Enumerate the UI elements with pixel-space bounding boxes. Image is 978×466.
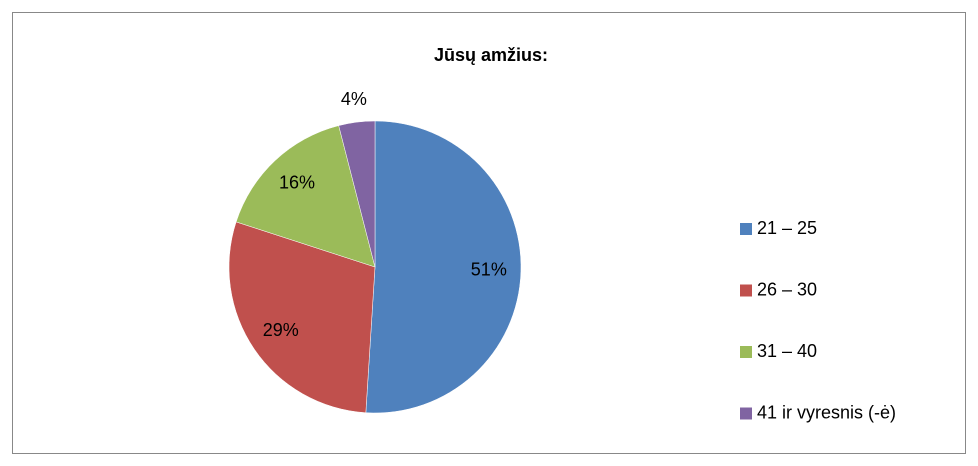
legend-label: 21 – 25 <box>757 218 817 238</box>
chart-title: Jūsų amžius: <box>434 45 548 65</box>
data-label: 16% <box>279 173 315 193</box>
data-label: 51% <box>471 259 507 279</box>
data-label: 4% <box>341 89 367 109</box>
legend-swatch <box>740 407 752 420</box>
pie-slice <box>338 120 376 268</box>
legend-label: 26 – 30 <box>757 279 817 299</box>
pie-slice <box>365 120 522 414</box>
legend-swatch <box>740 223 752 235</box>
legend-label: 41 ir vyresnis (-ė) <box>757 402 896 422</box>
data-label: 29% <box>263 320 299 340</box>
pie-slice <box>228 221 376 413</box>
legend-swatch <box>740 346 752 358</box>
legend-label: 31 – 40 <box>757 341 817 361</box>
pie-slice <box>235 125 376 268</box>
legend-swatch <box>740 284 752 297</box>
